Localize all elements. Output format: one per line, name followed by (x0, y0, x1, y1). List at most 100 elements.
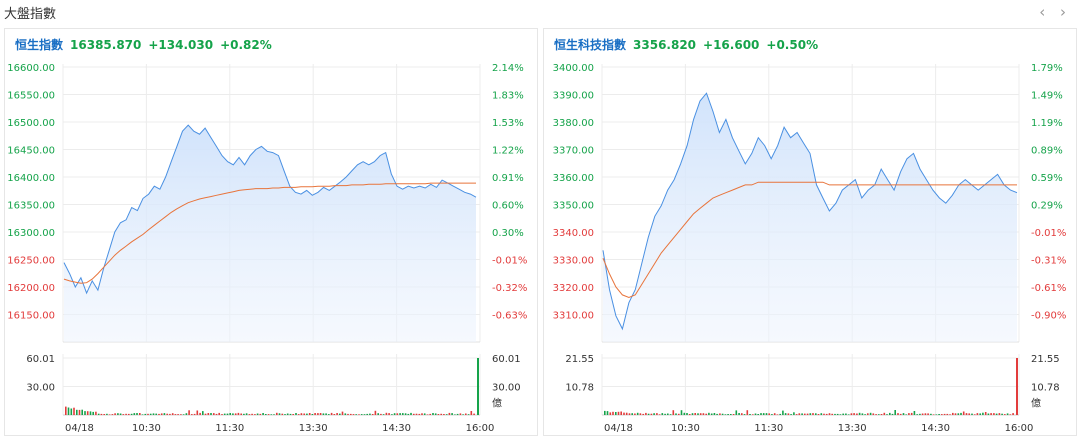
volume-bar (418, 413, 421, 415)
volume-bar (954, 413, 957, 415)
y-tick-label: 16600.00 (7, 63, 55, 74)
volume-bar (694, 413, 696, 415)
volume-bar (111, 414, 114, 415)
volume-unit-label: 億 (1031, 396, 1041, 409)
volume-bar (267, 414, 270, 415)
volume-bar (938, 414, 940, 415)
volume-bar (902, 413, 905, 415)
y-tick-label-pct: -0.63% (492, 311, 527, 322)
volume-bar (968, 413, 970, 415)
y-tick-label-pct: -0.90% (1031, 311, 1066, 322)
volume-bar (869, 412, 872, 415)
volume-bar (1001, 413, 1003, 415)
volume-bar (213, 413, 215, 415)
volume-bar (65, 406, 67, 415)
index-name[interactable]: 恒生指數 (15, 38, 64, 52)
y-tick-label: 16550.00 (7, 91, 55, 102)
volume-bar (713, 413, 716, 415)
volume-bar (798, 413, 801, 415)
volume-bar (842, 413, 844, 415)
volume-bar (784, 413, 787, 415)
volume-bar (473, 413, 475, 415)
volume-bar (678, 413, 680, 415)
volume-bar (645, 412, 647, 415)
price-line (63, 124, 477, 295)
hsi-chart: 16600.00 2.14% 16550.00 1.83% 16500.00 1.53% 1… (7, 63, 527, 434)
y-tick-label-pct: 1.19% (1031, 118, 1063, 129)
volume-bar (850, 413, 853, 415)
volume-bar (790, 414, 792, 415)
volume-bar (754, 413, 757, 415)
volume-bar (103, 414, 105, 415)
volume-bar (724, 414, 727, 415)
y-tick-label-pct: 1.22% (492, 146, 524, 157)
volume-bar (248, 414, 251, 415)
volume-bar (237, 412, 240, 415)
volume-bar (768, 413, 770, 415)
volume-bar (656, 413, 658, 415)
volume-bar (347, 413, 349, 415)
volume-bar (232, 413, 234, 415)
volume-bar (779, 413, 781, 415)
volume-bar (158, 413, 160, 415)
volume-bar (741, 413, 743, 415)
volume-bar (1009, 414, 1012, 415)
y-tick-label-pct: 2.14% (492, 63, 524, 74)
index-name[interactable]: 恒生科技指數 (554, 38, 627, 52)
y-tick-label: 16350.00 (7, 201, 55, 212)
volume-bar (960, 412, 962, 415)
volume-bar (883, 412, 886, 415)
volume-bar (776, 414, 779, 415)
volume-bar (289, 413, 292, 415)
volume-bar (891, 413, 894, 415)
volume-bar (259, 413, 262, 415)
volume-tick-label: 30.00 (492, 383, 521, 394)
index-change: +16.600 (703, 38, 760, 52)
volume-bar (130, 413, 133, 415)
volume-bar (330, 412, 333, 415)
volume-bar (861, 413, 864, 415)
volume-bar (262, 413, 264, 415)
volume-bar (993, 413, 995, 415)
volume-bar (609, 412, 612, 415)
chevron-right-icon[interactable]: › (1060, 3, 1066, 21)
volume-bar (664, 413, 666, 415)
volume-bar (437, 414, 440, 415)
volume-bar (809, 413, 812, 415)
volume-bar (667, 413, 669, 415)
volume-bar (160, 413, 163, 415)
y-tick-label-pct: -0.31% (1031, 256, 1066, 267)
volume-bar (459, 413, 462, 415)
y-tick-label: 16300.00 (7, 228, 55, 239)
volume-bar (905, 414, 907, 415)
index-last: 3356.820 (633, 38, 697, 52)
hsi-panel: 恒生指數 16385.870 +134.030 +0.82% 16600.00 2.14… (4, 28, 538, 436)
volume-bar (921, 413, 924, 415)
volume-bar (308, 413, 311, 415)
volume-bar (284, 414, 286, 415)
volume-bar (114, 413, 116, 415)
y-tick-label-pct: 1.49% (1031, 91, 1063, 102)
chevron-left-icon[interactable]: ‹ (1039, 3, 1046, 21)
volume-bar (147, 413, 149, 415)
volume-bar (828, 413, 831, 415)
volume-bar (421, 413, 423, 415)
volume-bar (278, 413, 281, 415)
volume-bar (448, 412, 451, 415)
volume-bar (823, 413, 825, 415)
volume-bar (243, 413, 245, 415)
volume-bar (1006, 413, 1009, 415)
volume-bar (910, 412, 913, 415)
volume-bar (407, 413, 410, 415)
volume-bar (78, 409, 81, 415)
volume-bar (872, 413, 875, 415)
volume-bar (380, 413, 382, 415)
price-area (603, 93, 1017, 342)
volume-bar (730, 414, 732, 415)
index-pct: +0.82% (220, 38, 272, 52)
volume-bar (188, 410, 190, 415)
volume-bar (204, 413, 207, 415)
y-tick-label: 3350.00 (553, 201, 594, 212)
volume-bar (984, 412, 987, 415)
volume-bar (180, 414, 182, 415)
